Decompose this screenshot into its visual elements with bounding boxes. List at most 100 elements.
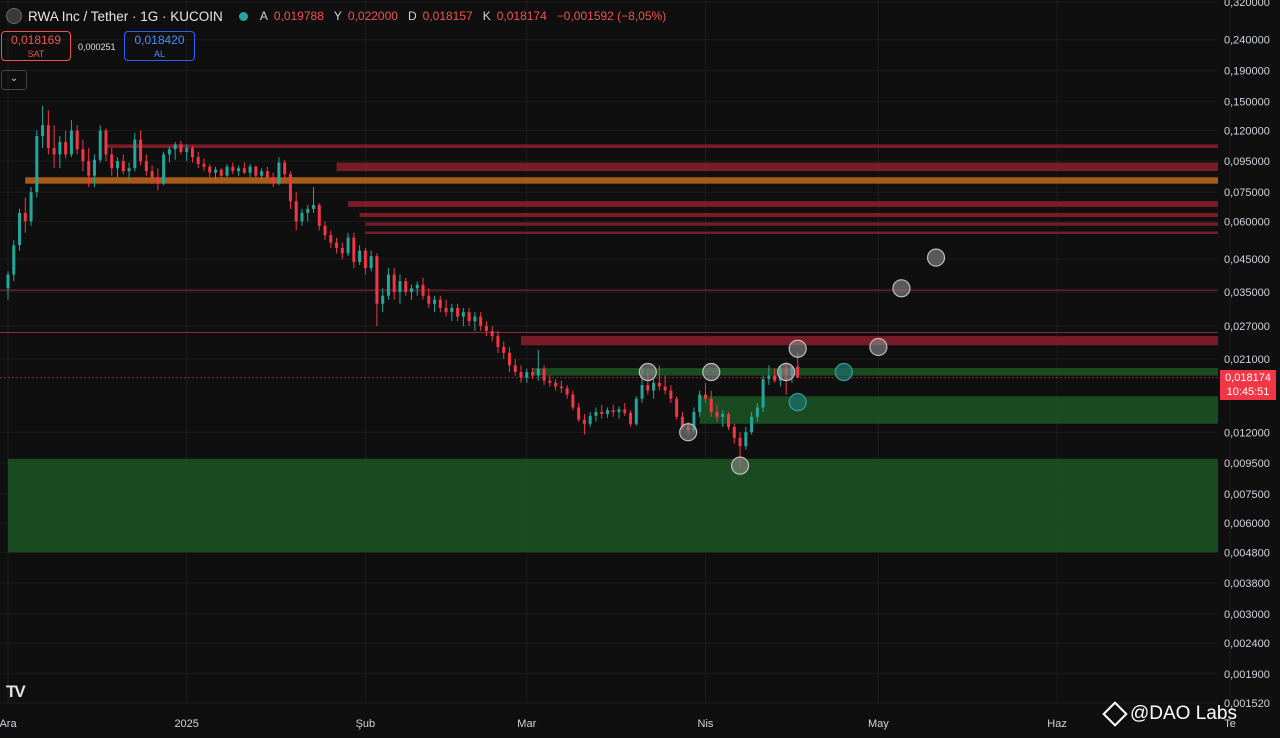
candle-body (692, 412, 696, 431)
candle-body (75, 130, 79, 150)
candle (623, 403, 627, 416)
candle-body (582, 419, 586, 424)
candle (104, 128, 108, 162)
candle (703, 382, 707, 404)
candle (64, 130, 68, 159)
price-axis (1218, 0, 1280, 738)
sell-price: 0,018169 (10, 33, 62, 47)
zone-resistance (336, 162, 1218, 172)
candle-body (629, 412, 633, 424)
candle-body (490, 330, 494, 337)
candle-body (433, 299, 437, 304)
candle-body (732, 426, 736, 438)
zone-resistance (365, 222, 1219, 226)
candle-body (150, 171, 154, 178)
candle (565, 385, 569, 399)
candle-body (283, 162, 287, 175)
candle-body (208, 166, 212, 173)
candle (761, 375, 765, 413)
y-tick-label: 0,009500 (1224, 458, 1270, 470)
candle-body (513, 365, 517, 373)
candle-body (525, 372, 529, 378)
candle-body (69, 130, 73, 155)
candle (75, 125, 79, 155)
candle (81, 139, 85, 172)
candle (727, 412, 731, 431)
candle (525, 368, 529, 383)
y-tick-label: 0,006000 (1224, 518, 1270, 530)
candle-body (242, 168, 246, 173)
candle (306, 204, 310, 222)
buy-button[interactable]: 0,018420 AL (124, 31, 195, 61)
candle-body (179, 144, 183, 152)
candle-body (600, 412, 604, 414)
candle-body (358, 250, 362, 262)
projection-marker (638, 362, 657, 382)
buy-price: 0,018420 (134, 33, 185, 47)
candle (634, 396, 638, 426)
projection-marker (926, 248, 946, 267)
candle (629, 410, 633, 427)
chart-header: RWA Inc / Tether · 1G · KUCOIN A 0,019788… (6, 8, 670, 24)
candle (139, 130, 143, 166)
y-tick-label: 0,002400 (1224, 638, 1270, 650)
candle (52, 125, 56, 169)
candle-body (335, 242, 339, 248)
candle-body (473, 316, 477, 322)
candle (185, 144, 189, 162)
candle (559, 380, 563, 393)
y-tick-label: 0,320000 (1224, 0, 1270, 9)
candle (600, 404, 604, 419)
candle (46, 110, 50, 155)
zone-support (699, 396, 1218, 424)
sell-button[interactable]: 0,018169 SAT (1, 31, 71, 61)
projection-marker (679, 423, 698, 442)
candle-body (703, 394, 707, 399)
zone-resistance (348, 201, 1218, 207)
candle (92, 154, 96, 187)
candle-body (116, 161, 120, 169)
ohlc-low-key: D (407, 9, 417, 23)
candle (577, 403, 581, 422)
bar-countdown: 10:45:51 (1226, 386, 1270, 398)
zone-orange (25, 177, 1218, 184)
candle (363, 247, 367, 275)
candle (732, 423, 736, 444)
candle-body (761, 379, 765, 408)
candle-body (237, 168, 241, 172)
y-tick-label: 0,004800 (1224, 547, 1270, 559)
candle (12, 240, 16, 282)
candle (41, 105, 45, 149)
candle-body (277, 162, 281, 184)
candle-body (554, 382, 558, 387)
candle (190, 145, 194, 163)
zone-resistance (359, 212, 1218, 218)
candle (536, 349, 540, 381)
chevron-down-icon[interactable]: ⌄ (1, 70, 27, 90)
candle (490, 325, 494, 342)
candle (456, 303, 460, 322)
candle-body (219, 169, 223, 176)
symbol-title[interactable]: RWA Inc / Tether · 1G · KUCOIN (28, 8, 223, 24)
candle (744, 426, 748, 450)
candle (652, 379, 656, 399)
candle (715, 404, 719, 422)
candle-body (127, 168, 131, 172)
last-price-value: 0,018174 (1225, 372, 1271, 384)
candle-body (427, 295, 431, 304)
candle (208, 163, 212, 178)
watermark-text: @DAO Labs (1130, 703, 1237, 724)
candle (588, 412, 592, 427)
y-tick-label: 0,060000 (1224, 216, 1270, 228)
y-tick-label: 0,095000 (1224, 156, 1270, 168)
candle-body (23, 212, 27, 222)
candle-body (444, 307, 448, 313)
candle (98, 125, 102, 163)
candle (358, 245, 362, 266)
candle-body (409, 288, 413, 292)
candle (231, 162, 235, 175)
tradingview-logo-icon[interactable]: TV (6, 682, 26, 701)
candle (87, 148, 91, 187)
candle (150, 165, 154, 184)
